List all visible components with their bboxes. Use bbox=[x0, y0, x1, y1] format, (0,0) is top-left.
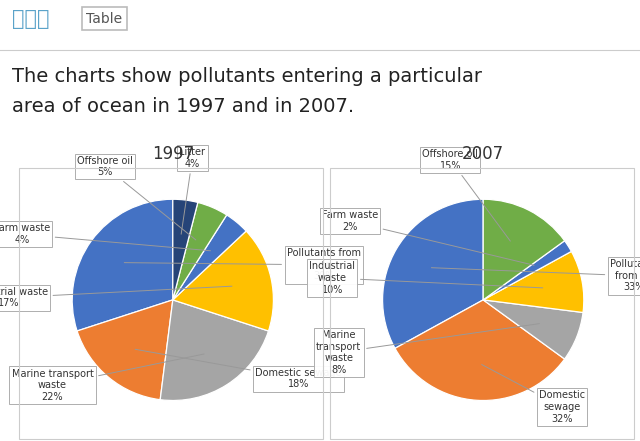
Text: Offshore oil
15%: Offshore oil 15% bbox=[422, 149, 510, 241]
Wedge shape bbox=[483, 251, 584, 313]
Text: Industrial waste
17%: Industrial waste 17% bbox=[0, 286, 232, 309]
Wedge shape bbox=[483, 300, 583, 359]
Text: Farm waste
4%: Farm waste 4% bbox=[0, 224, 211, 251]
Text: Pollutants
from air
33%: Pollutants from air 33% bbox=[431, 259, 640, 292]
Title: 2007: 2007 bbox=[462, 145, 504, 163]
Wedge shape bbox=[160, 300, 269, 400]
Wedge shape bbox=[383, 199, 483, 348]
Text: Pollutants from
air
30%: Pollutants from air 30% bbox=[124, 248, 361, 281]
Wedge shape bbox=[173, 231, 273, 331]
Wedge shape bbox=[483, 199, 564, 300]
Text: Offshore oil
5%: Offshore oil 5% bbox=[77, 156, 196, 240]
Wedge shape bbox=[173, 199, 198, 300]
Text: The charts show pollutants entering a particular
area of ocean in 1997 and in 20: The charts show pollutants entering a pa… bbox=[12, 67, 481, 116]
Text: Farm waste
2%: Farm waste 2% bbox=[322, 210, 534, 265]
Title: 1997: 1997 bbox=[152, 145, 194, 163]
Text: Domestic sewage
18%: Domestic sewage 18% bbox=[135, 349, 342, 389]
Wedge shape bbox=[173, 202, 227, 300]
Text: Table: Table bbox=[86, 11, 122, 26]
Wedge shape bbox=[77, 300, 173, 400]
Wedge shape bbox=[395, 300, 564, 400]
Text: Litter
4%: Litter 4% bbox=[179, 147, 205, 234]
Text: Marine transport
waste
22%: Marine transport waste 22% bbox=[12, 354, 204, 402]
Text: Domestic
sewage
32%: Domestic sewage 32% bbox=[482, 365, 585, 424]
Wedge shape bbox=[173, 215, 246, 300]
Text: 小作文: 小作文 bbox=[12, 8, 49, 29]
Wedge shape bbox=[72, 199, 173, 331]
Wedge shape bbox=[483, 241, 572, 300]
Text: Industrial
waste
10%: Industrial waste 10% bbox=[309, 262, 543, 295]
Text: Marine
transport
waste
8%: Marine transport waste 8% bbox=[316, 324, 540, 375]
